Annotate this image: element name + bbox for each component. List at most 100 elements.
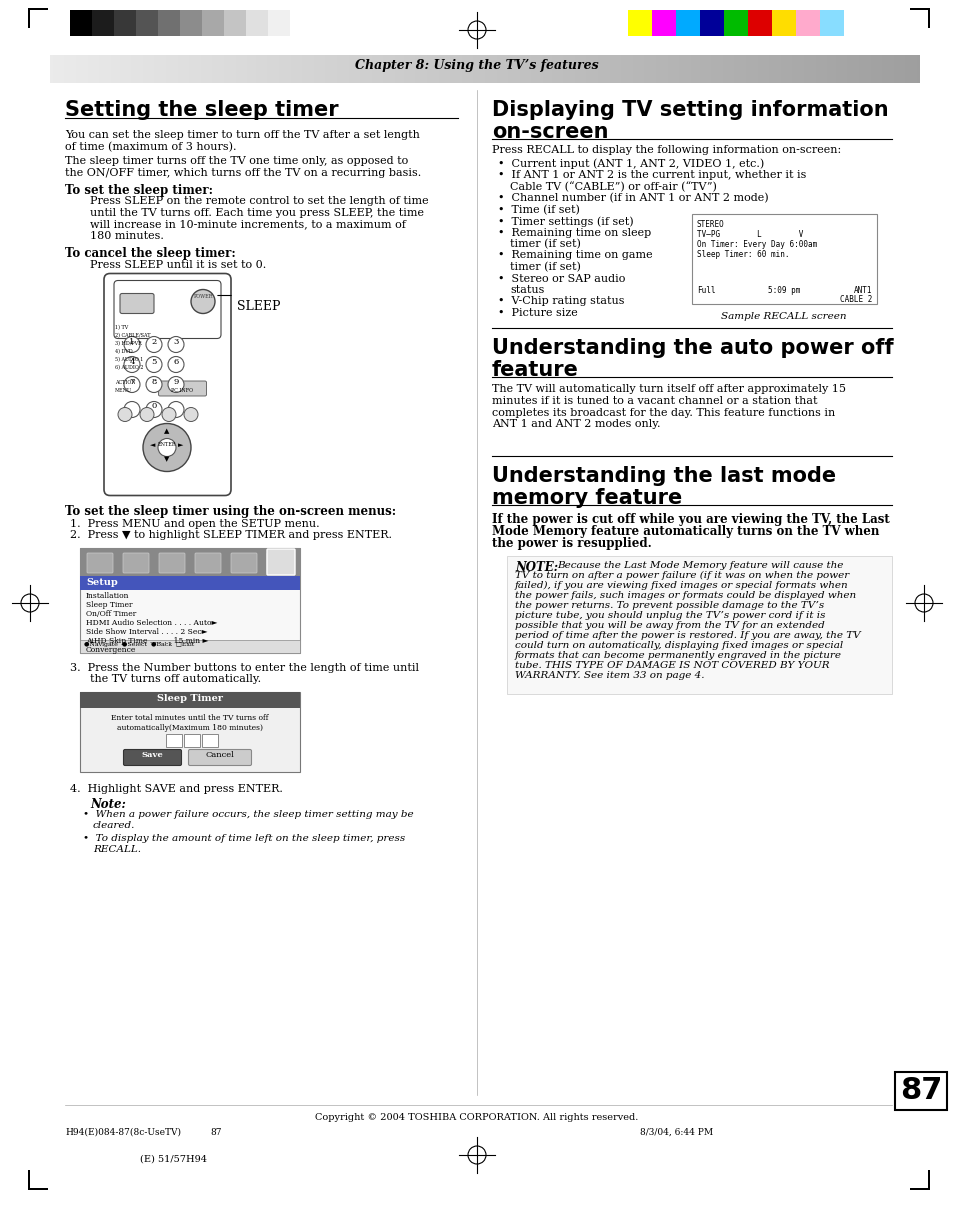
Text: Cancel: Cancel bbox=[205, 751, 234, 759]
Bar bbox=[798, 55, 801, 83]
Bar bbox=[887, 55, 890, 83]
Text: completes its broadcast for the day. This feature functions in: completes its broadcast for the day. Thi… bbox=[492, 408, 835, 417]
Bar bbox=[909, 1188, 929, 1190]
Circle shape bbox=[184, 408, 198, 422]
Text: timer (if set): timer (if set) bbox=[510, 239, 580, 250]
Text: 7: 7 bbox=[130, 377, 134, 386]
Text: •  Stereo or SAP audio: • Stereo or SAP audio bbox=[497, 274, 625, 283]
Bar bbox=[456, 55, 458, 83]
Bar bbox=[650, 55, 653, 83]
Bar bbox=[202, 10, 224, 36]
Bar bbox=[467, 55, 470, 83]
Bar bbox=[542, 55, 545, 83]
Bar bbox=[927, 8, 929, 28]
Text: •  Channel number (if in ANT 1 or ANT 2 mode): • Channel number (if in ANT 1 or ANT 2 m… bbox=[497, 193, 768, 204]
Bar bbox=[575, 55, 578, 83]
Text: could turn on automatically, displaying fixed images or special: could turn on automatically, displaying … bbox=[515, 642, 842, 650]
Bar bbox=[241, 55, 244, 83]
Bar bbox=[464, 55, 467, 83]
Bar bbox=[294, 55, 296, 83]
Text: feature: feature bbox=[492, 359, 578, 380]
Bar bbox=[717, 55, 720, 83]
Bar bbox=[704, 55, 708, 83]
Bar bbox=[519, 55, 522, 83]
Bar bbox=[447, 55, 450, 83]
Bar bbox=[673, 55, 676, 83]
Bar bbox=[497, 55, 499, 83]
Circle shape bbox=[124, 376, 140, 392]
Bar bbox=[714, 55, 717, 83]
Bar bbox=[80, 692, 299, 772]
Text: picture tube, you should unplug the TV’s power cord if it is: picture tube, you should unplug the TV’s… bbox=[515, 611, 824, 620]
Text: 4.  Highlight SAVE and press ENTER.: 4. Highlight SAVE and press ENTER. bbox=[70, 784, 283, 794]
Bar bbox=[490, 55, 494, 83]
Bar bbox=[487, 55, 491, 83]
Text: 0: 0 bbox=[152, 403, 156, 410]
Bar bbox=[537, 55, 539, 83]
Text: ANT 1 and ANT 2 modes only.: ANT 1 and ANT 2 modes only. bbox=[492, 418, 659, 429]
FancyBboxPatch shape bbox=[159, 554, 185, 573]
Bar bbox=[458, 55, 461, 83]
Bar bbox=[70, 10, 91, 36]
Bar bbox=[111, 55, 113, 83]
Text: To set the sleep timer using the on-screen menus:: To set the sleep timer using the on-scre… bbox=[65, 504, 395, 517]
Bar bbox=[876, 55, 879, 83]
Bar bbox=[635, 55, 639, 83]
Bar bbox=[134, 55, 137, 83]
Text: Side Show Interval . . . . 2 Sec►: Side Show Interval . . . . 2 Sec► bbox=[86, 628, 208, 636]
Text: 2.  Press ▼ to highlight SLEEP TIMER and press ENTER.: 2. Press ▼ to highlight SLEEP TIMER and … bbox=[70, 531, 392, 540]
Text: memory feature: memory feature bbox=[492, 487, 681, 508]
Bar bbox=[626, 55, 629, 83]
Bar bbox=[765, 55, 768, 83]
Bar bbox=[403, 55, 406, 83]
FancyBboxPatch shape bbox=[158, 381, 206, 396]
Bar bbox=[525, 55, 528, 83]
Bar bbox=[363, 55, 366, 83]
Circle shape bbox=[168, 336, 184, 352]
Bar bbox=[415, 55, 418, 83]
Bar bbox=[255, 55, 258, 83]
Text: Setup: Setup bbox=[86, 578, 117, 587]
Bar bbox=[438, 55, 441, 83]
Text: Sleep Timer: Sleep Timer bbox=[86, 601, 132, 609]
Text: will increase in 10-minute increments, to a maximum of: will increase in 10-minute increments, t… bbox=[90, 219, 405, 229]
Bar bbox=[884, 55, 887, 83]
Bar bbox=[417, 55, 421, 83]
Bar bbox=[598, 55, 600, 83]
Bar bbox=[615, 55, 618, 83]
Text: The TV will automatically turn itself off after approximately 15: The TV will automatically turn itself of… bbox=[492, 385, 845, 394]
Bar bbox=[545, 55, 548, 83]
Bar bbox=[261, 55, 264, 83]
Bar bbox=[612, 55, 615, 83]
Text: ►: ► bbox=[178, 441, 184, 450]
Bar bbox=[647, 55, 650, 83]
Text: Full: Full bbox=[697, 286, 715, 295]
Bar bbox=[603, 55, 606, 83]
Text: ▲: ▲ bbox=[164, 427, 170, 435]
Bar bbox=[499, 55, 502, 83]
Bar bbox=[559, 55, 563, 83]
Bar bbox=[345, 55, 349, 83]
Bar bbox=[291, 55, 294, 83]
Text: 87: 87 bbox=[210, 1128, 221, 1137]
Bar bbox=[809, 55, 812, 83]
Bar bbox=[213, 55, 215, 83]
Bar bbox=[409, 55, 412, 83]
Bar bbox=[707, 55, 711, 83]
Bar bbox=[444, 55, 447, 83]
Bar bbox=[902, 55, 904, 83]
Circle shape bbox=[146, 336, 162, 352]
Bar bbox=[50, 55, 53, 83]
Bar bbox=[305, 55, 308, 83]
Bar bbox=[572, 55, 575, 83]
Bar bbox=[894, 1072, 946, 1110]
Bar bbox=[441, 55, 444, 83]
Bar bbox=[80, 548, 299, 576]
Bar bbox=[737, 55, 740, 83]
FancyBboxPatch shape bbox=[87, 554, 112, 573]
Circle shape bbox=[118, 408, 132, 422]
Bar bbox=[517, 55, 519, 83]
FancyBboxPatch shape bbox=[194, 554, 221, 573]
Bar bbox=[450, 55, 453, 83]
Bar bbox=[835, 55, 838, 83]
